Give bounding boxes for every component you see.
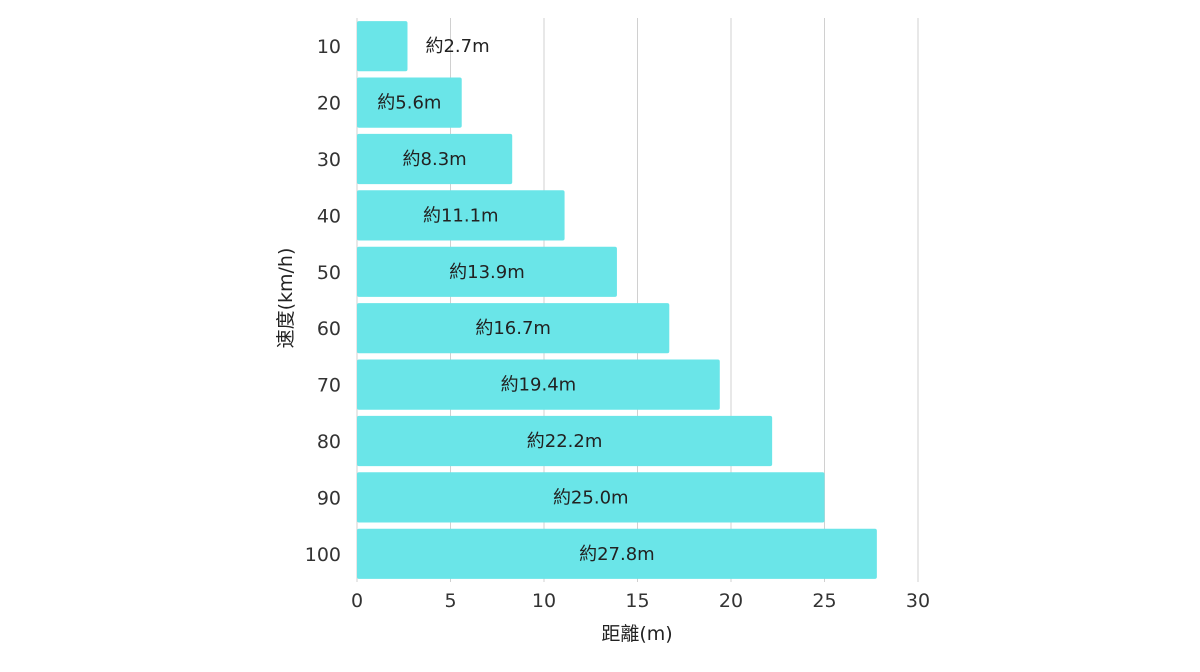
x-tick-label: 0 — [351, 590, 363, 612]
category-label: 90 — [317, 487, 341, 509]
category-label: 20 — [317, 93, 341, 115]
data-label: 約5.6m — [377, 93, 441, 114]
x-axis-title: 距離(m) — [601, 623, 672, 645]
category-label: 100 — [305, 544, 341, 566]
x-tick-label: 15 — [625, 590, 649, 612]
data-label: 約16.7m — [475, 318, 551, 339]
data-label: 約25.0m — [553, 487, 629, 508]
category-label: 80 — [317, 431, 341, 453]
data-label: 約19.4m — [501, 375, 577, 396]
x-tick-labels: 0 5 10 15 20 25 30 — [351, 590, 930, 612]
category-labels: 10 20 30 40 50 60 70 80 90 100 — [305, 36, 341, 566]
data-label: 約11.1m — [423, 205, 499, 226]
bar-100 — [357, 528, 877, 579]
data-label: 約13.9m — [449, 262, 525, 283]
bar-50 — [357, 246, 617, 297]
bar-70 — [357, 359, 720, 410]
x-tick-label: 5 — [444, 590, 456, 612]
bar-60 — [357, 303, 670, 354]
category-label: 30 — [317, 149, 341, 171]
bar-30 — [357, 133, 513, 185]
data-label: 約8.3m — [403, 149, 467, 170]
bar-20 — [357, 77, 462, 128]
category-label: 70 — [317, 375, 341, 397]
bar-90 — [357, 472, 825, 523]
bar-40 — [357, 190, 565, 241]
x-tick-label: 25 — [812, 590, 836, 612]
y-axis-title: 速度(km/h) — [275, 248, 297, 349]
category-label: 10 — [317, 36, 341, 58]
x-tick-label: 30 — [906, 590, 930, 612]
bar-80 — [357, 415, 773, 467]
data-label: 約2.7m — [425, 36, 489, 57]
category-label: 60 — [317, 318, 341, 340]
data-label: 約22.2m — [527, 431, 603, 452]
bar-10 — [357, 21, 408, 72]
bars: 約2.7m 約5.6m 約8.3m 約11.1m 約13.9m 約16.7m 約19.4m 約… — [357, 21, 877, 579]
category-label: 50 — [317, 262, 341, 284]
x-tick-label: 10 — [532, 590, 556, 612]
category-label: 40 — [317, 205, 341, 227]
x-tick-label: 20 — [719, 590, 743, 612]
data-label: 約27.8m — [579, 544, 655, 565]
